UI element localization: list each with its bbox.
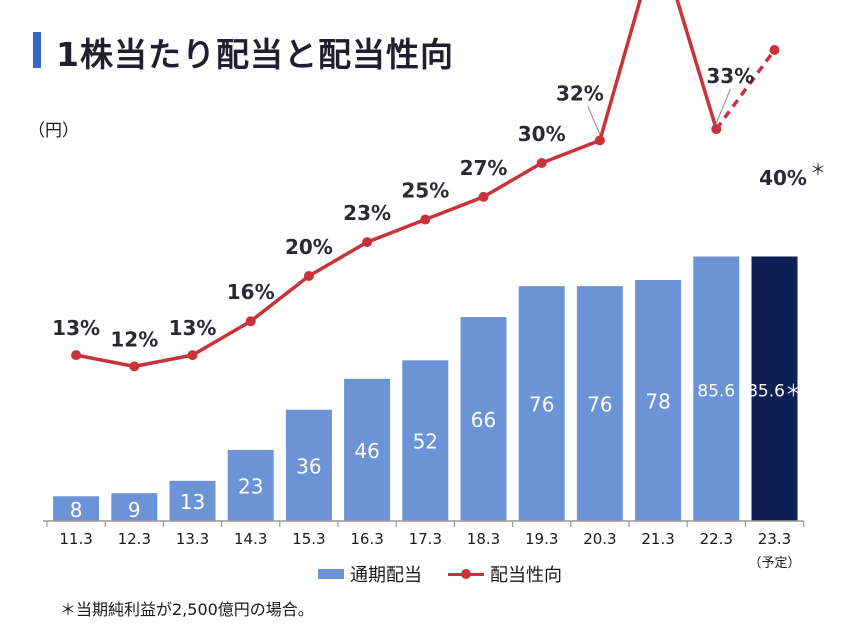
bar-value-label: 9 xyxy=(128,498,141,522)
bar-22.3 xyxy=(693,256,740,521)
x-tick-label: 23.3 xyxy=(758,530,791,548)
payout-ratio-point-23.3 xyxy=(769,45,780,55)
payout-ratio-label: 13% xyxy=(169,316,217,340)
payout-ratio-point-20.3 xyxy=(594,135,605,146)
payout-ratio-line xyxy=(75,0,718,369)
y-axis-unit-label: （円） xyxy=(28,121,79,141)
bar-23.3 xyxy=(751,256,798,521)
label-leader-line xyxy=(587,106,601,135)
payout-ratio-forecast-line xyxy=(714,48,776,131)
bar-value-label: 8 xyxy=(70,498,83,522)
bar-value-label: 76 xyxy=(587,393,612,417)
bar-value-label: 85.6＊ xyxy=(747,382,802,402)
payout-ratio-point-22.3 xyxy=(711,124,722,135)
x-tick-label: 16.3 xyxy=(350,530,383,548)
legend: 通期配当 配当性向 xyxy=(318,561,562,587)
payout-ratio-label: 25% xyxy=(401,179,449,203)
x-tick-label: 15.3 xyxy=(292,530,325,548)
x-tick-label: 20.3 xyxy=(583,530,616,548)
x-tick-label: 18.3 xyxy=(467,530,500,548)
bar-value-label: 36 xyxy=(296,454,321,478)
payout-ratio-label: 33% xyxy=(706,64,754,88)
payout-ratio-label: 12% xyxy=(110,327,158,351)
page-title: 1株当たり配当と配当性向 xyxy=(56,35,454,74)
x-tick-label: 14.3 xyxy=(234,530,267,548)
bar-19.3 xyxy=(518,286,565,521)
x-tick-label: 17.3 xyxy=(409,530,442,548)
x-tick-label: 22.3 xyxy=(700,530,733,548)
x-tick-label: 11.3 xyxy=(59,530,92,548)
payout-ratio-point-15.3 xyxy=(303,271,314,281)
payout-ratio-point-18.3 xyxy=(478,191,489,202)
payout-ratio-point-12.3 xyxy=(129,361,140,372)
footnote: ＊当期純利益が2,500億円の場合。 xyxy=(60,600,314,619)
payout-ratio-point-14.3 xyxy=(245,316,256,327)
payout-ratio-point-16.3 xyxy=(362,237,373,248)
legend-bar-swatch xyxy=(318,569,344,579)
bar-15.3 xyxy=(285,409,332,521)
bar-value-label: 85.6 xyxy=(697,382,735,402)
bar-17.3 xyxy=(402,360,449,521)
payout-ratio-label: 20% xyxy=(285,235,333,259)
payout-ratio-label: 40% xyxy=(759,166,807,190)
payout-ratio-point-19.3 xyxy=(536,158,547,168)
bar-12.3 xyxy=(111,493,158,521)
payout-ratio-label: 30% xyxy=(518,122,566,146)
payout-ratio-label: 32% xyxy=(556,81,604,105)
bar-value-label: 13 xyxy=(180,490,205,514)
bar-21.3 xyxy=(635,279,682,521)
payout-ratio-label: 27% xyxy=(460,156,508,180)
x-tick-note: （予定） xyxy=(748,556,800,571)
payout-ratio-point-13.3 xyxy=(187,350,198,361)
bar-18.3 xyxy=(460,317,507,521)
bar-value-label: 76 xyxy=(529,393,554,417)
payout-ratio-point-17.3 xyxy=(420,214,431,225)
x-tick-label: 13.3 xyxy=(176,530,209,548)
bar-14.3 xyxy=(227,449,274,521)
x-tick-label: 19.3 xyxy=(525,530,558,548)
bar-value-label: 46 xyxy=(354,439,379,463)
payout-ratio-label: 13% xyxy=(52,316,100,340)
bar-13.3 xyxy=(169,480,216,521)
x-tick-label: 21.3 xyxy=(641,530,674,548)
payout-ratio-label: 16% xyxy=(227,280,275,304)
bar-value-label: 78 xyxy=(645,389,670,413)
bar-value-label: 52 xyxy=(413,430,438,454)
bar-11.3 xyxy=(53,496,100,521)
legend-line-swatch xyxy=(448,568,484,579)
bar-20.3 xyxy=(576,286,623,521)
title-accent-bar xyxy=(33,32,41,68)
bar-16.3 xyxy=(344,378,391,521)
x-tick-label: 12.3 xyxy=(118,530,151,548)
bar-value-label: 66 xyxy=(471,408,496,432)
bar-value-label: 23 xyxy=(238,474,263,498)
forecast-note-mark: ＊ xyxy=(810,160,826,179)
label-leader-line xyxy=(715,88,731,124)
legend-line-label: 配当性向 xyxy=(490,565,562,586)
payout-ratio-label: 23% xyxy=(343,201,391,225)
legend-bar-label: 通期配当 xyxy=(350,565,422,586)
payout-ratio-point-11.3 xyxy=(71,350,82,361)
